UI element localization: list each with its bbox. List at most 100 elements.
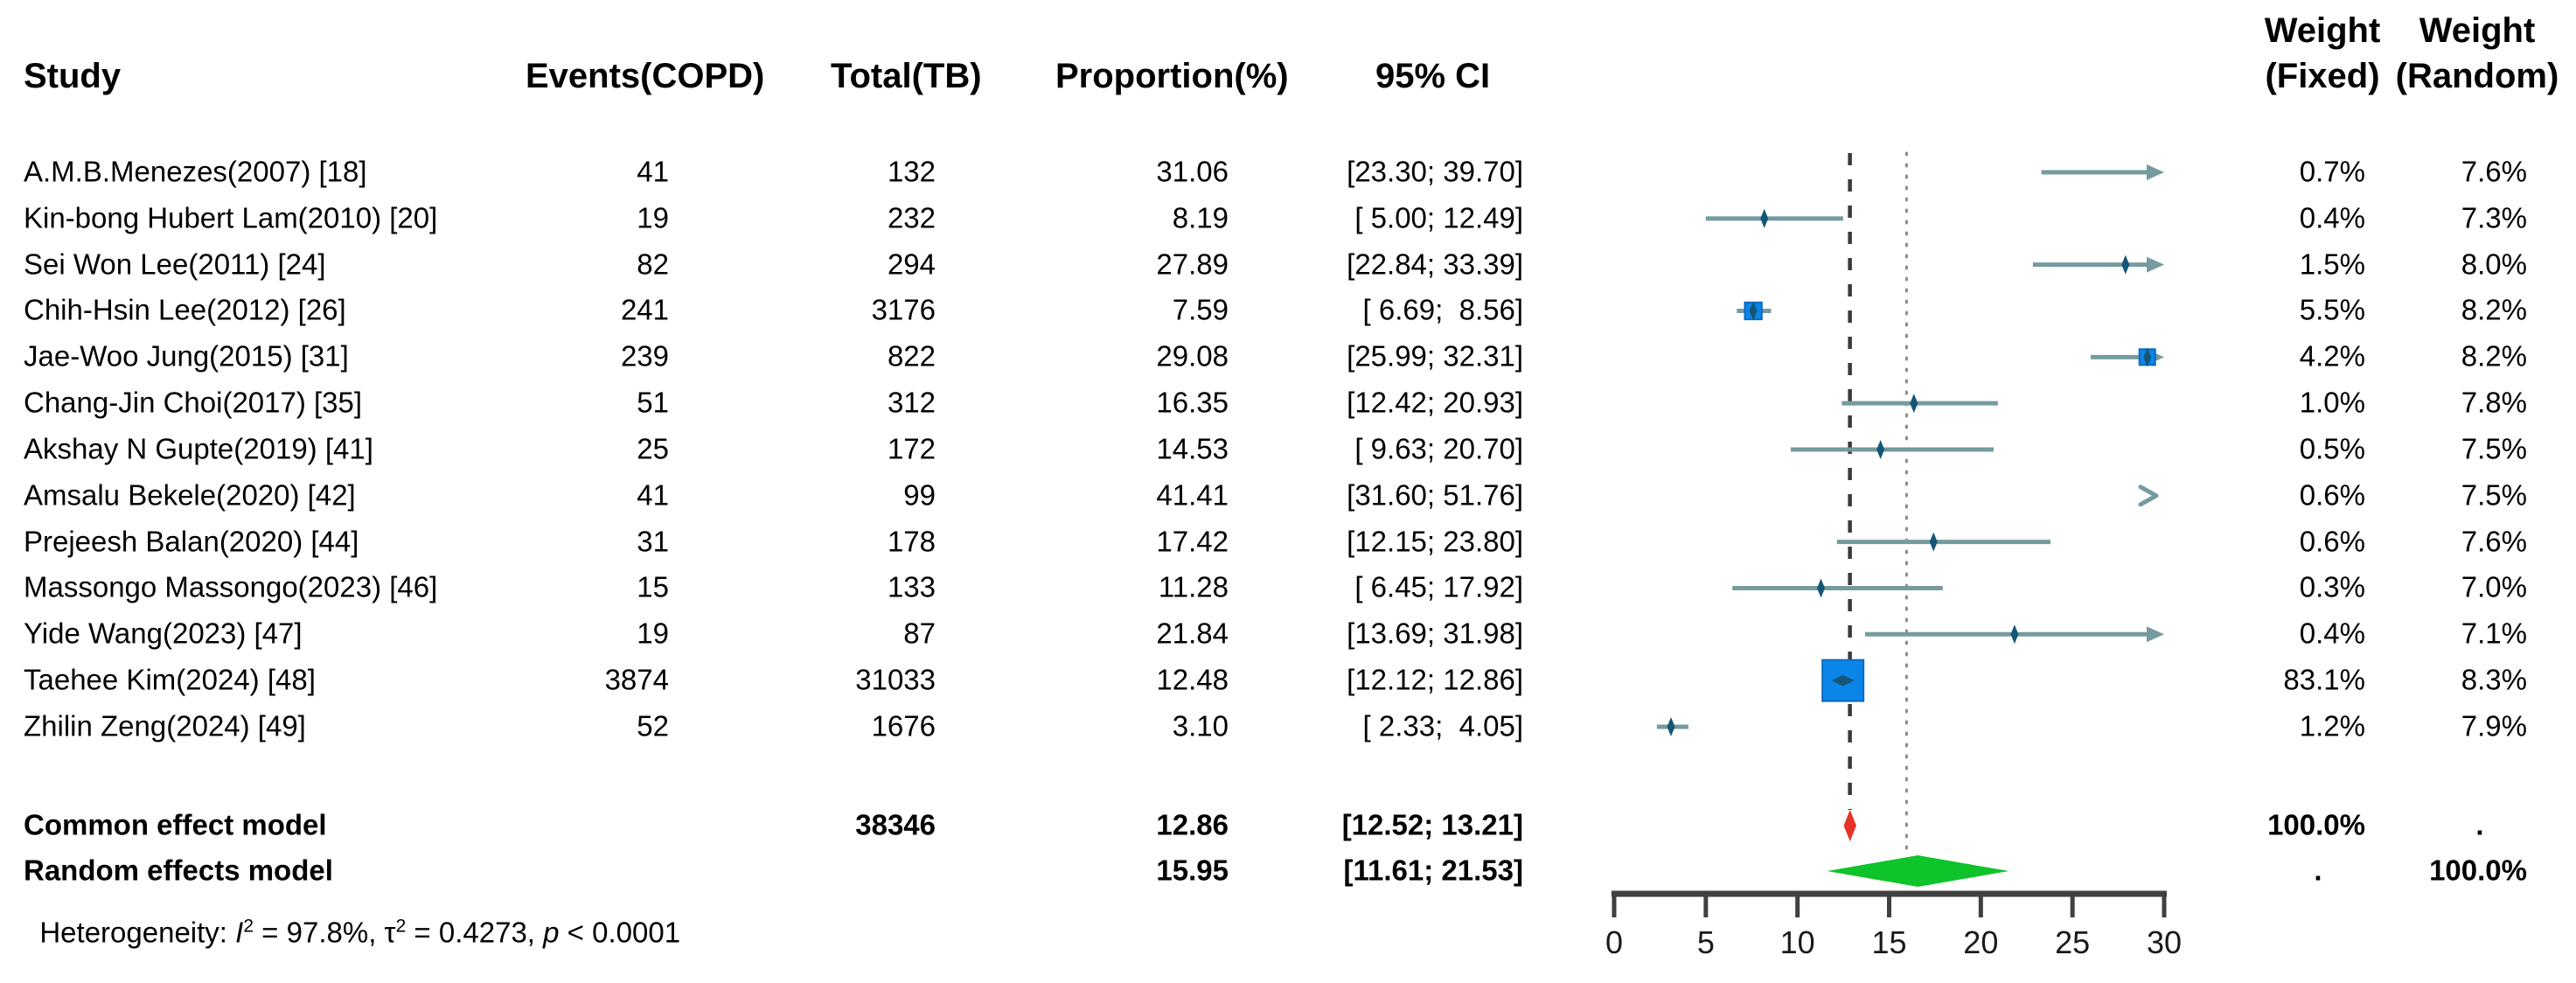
point-estimate-marker (1749, 301, 1758, 321)
x-axis-tick-label: 15 (1871, 924, 1906, 960)
i-squared-sup: 2 (243, 916, 254, 936)
total-value: 3176 (871, 294, 936, 327)
random-effects-proportion: 15.95 (1156, 854, 1229, 887)
ci-value: [ 5.00; 12.49] (1354, 201, 1523, 234)
weight-fixed-value: 0.5% (2299, 432, 2365, 465)
proportion-value: 8.19 (1172, 201, 1229, 234)
events-value: 41 (637, 155, 669, 188)
ci-value: [12.42; 20.93] (1347, 386, 1523, 419)
column-header-ci: 95% CI (1375, 57, 1491, 95)
events-value: 241 (620, 294, 669, 327)
total-value: 178 (887, 525, 936, 558)
common-effect-diamond (1843, 810, 1856, 841)
proportion-value: 31.06 (1156, 155, 1229, 188)
proportion-value: 14.53 (1156, 432, 1229, 465)
total-value: 312 (887, 386, 936, 419)
weight-fixed-value: 83.1% (2283, 663, 2365, 696)
ci-arrow-right (2147, 256, 2164, 273)
common-effect-label: Common effect model (24, 808, 327, 841)
x-axis-tick-label: 10 (1780, 924, 1815, 960)
weight-fixed-value: 5.5% (2299, 294, 2365, 327)
ci-arrow-right (2147, 164, 2164, 180)
ci-value: [ 9.63; 20.70] (1354, 432, 1523, 465)
weight-random-value: 7.9% (2461, 709, 2527, 742)
events-value: 51 (637, 386, 669, 419)
x-axis-tick-label: 0 (1605, 924, 1623, 960)
heterogeneity-note: Heterogeneity: I2 = 97.8%, τ2 = 0.4273, … (24, 887, 680, 947)
proportion-value: 27.89 (1156, 247, 1229, 281)
weight-square (1821, 659, 1865, 702)
proportion-value: 41.41 (1156, 478, 1229, 512)
proportion-value: 3.10 (1172, 709, 1229, 742)
events-value: 15 (637, 571, 669, 604)
weight-fixed-value: 0.4% (2299, 201, 2365, 234)
random-effects-diamond (1827, 855, 2009, 887)
x-axis-tick-label: 25 (2055, 924, 2090, 960)
point-estimate-marker (1667, 716, 1675, 736)
study-label: Yide Wang(2023) [47] (24, 617, 303, 650)
common-effect-total: 38346 (855, 808, 936, 841)
study-label: Chang-Jin Choi(2017) [35] (24, 386, 363, 419)
i-squared-symbol: I (235, 916, 244, 948)
point-estimate-marker (2121, 254, 2130, 275)
study-label: Massongo Massongo(2023) [46] (24, 571, 438, 604)
ci-value: [22.84; 33.39] (1347, 247, 1523, 281)
column-header-weight-random-line1: Weight (2419, 11, 2536, 50)
weight-fixed-value: 1.5% (2299, 247, 2365, 281)
events-value: 19 (637, 201, 669, 234)
p-symbol: p (543, 916, 560, 948)
weight-random-value: 7.5% (2461, 478, 2527, 512)
column-header-weight-fixed-line2: (Fixed) (2265, 57, 2380, 95)
weight-random-value: 7.5% (2461, 432, 2527, 465)
p-value: < 0.0001 (559, 916, 681, 948)
x-axis-tick-label: 5 (1697, 924, 1715, 960)
weight-fixed-value: 1.2% (2299, 709, 2365, 742)
column-header-proportion: Proportion(%) (1055, 57, 1289, 95)
total-value: 172 (887, 432, 936, 465)
column-header-events: Events(COPD) (526, 57, 765, 95)
ci-value: [23.30; 39.70] (1347, 155, 1523, 188)
weight-fixed-value: 0.4% (2299, 617, 2365, 650)
total-value: 294 (887, 247, 936, 281)
tau-squared-sup: 2 (395, 916, 407, 936)
total-value: 99 (903, 478, 936, 512)
weight-random-value: 7.6% (2461, 525, 2527, 558)
weight-random-value: 8.2% (2461, 339, 2527, 373)
study-label: Sei Won Lee(2011) [24] (24, 247, 326, 281)
ci-value: [12.15; 23.80] (1347, 525, 1523, 558)
ci-value: [12.12; 12.86] (1347, 663, 1523, 696)
column-header-weight-random-line2: (Random) (2395, 57, 2559, 95)
weight-fixed-value: 0.6% (2299, 525, 2365, 558)
study-label: Zhilin Zeng(2024) [49] (24, 709, 306, 742)
total-value: 132 (887, 155, 936, 188)
weight-random-value: 8.3% (2461, 663, 2527, 696)
weight-fixed-value: 4.2% (2299, 339, 2365, 373)
weight-fixed-value: 0.3% (2299, 571, 2365, 604)
events-value: 19 (637, 617, 669, 650)
common-effect-weight-random: . (2475, 808, 2484, 841)
point-estimate-marker (1817, 578, 1826, 598)
proportion-value: 21.84 (1156, 617, 1229, 650)
weight-random-value: 8.0% (2461, 247, 2527, 281)
column-header-weight-fixed-line1: Weight (2264, 11, 2381, 50)
events-value: 52 (637, 709, 669, 742)
study-label: Akshay N Gupte(2019) [41] (24, 432, 373, 465)
study-label: A.M.B.Menezes(2007) [18] (24, 155, 367, 188)
study-label: Chih-Hsin Lee(2012) [26] (24, 294, 346, 327)
total-value: 232 (887, 201, 936, 234)
ci-arrow-right (2147, 626, 2164, 643)
common-effect-weight-fixed: 100.0% (2267, 808, 2365, 841)
common-effect-proportion: 12.86 (1156, 808, 1229, 841)
proportion-value: 16.35 (1156, 386, 1229, 419)
x-axis-tick-label: 30 (2147, 924, 2182, 960)
total-value: 31033 (855, 663, 936, 696)
column-header-study: Study (24, 57, 122, 95)
proportion-value: 17.42 (1156, 525, 1229, 558)
ci-value: [ 2.33; 4.05] (1362, 709, 1523, 742)
events-value: 3874 (604, 663, 669, 696)
study-label: Kin-bong Hubert Lam(2010) [20] (24, 201, 438, 234)
total-value: 87 (903, 617, 936, 650)
column-header-total: Total(TB) (831, 57, 982, 95)
study-label: Prejeesh Balan(2020) [44] (24, 525, 359, 558)
ci-value: [ 6.69; 8.56] (1362, 294, 1523, 327)
